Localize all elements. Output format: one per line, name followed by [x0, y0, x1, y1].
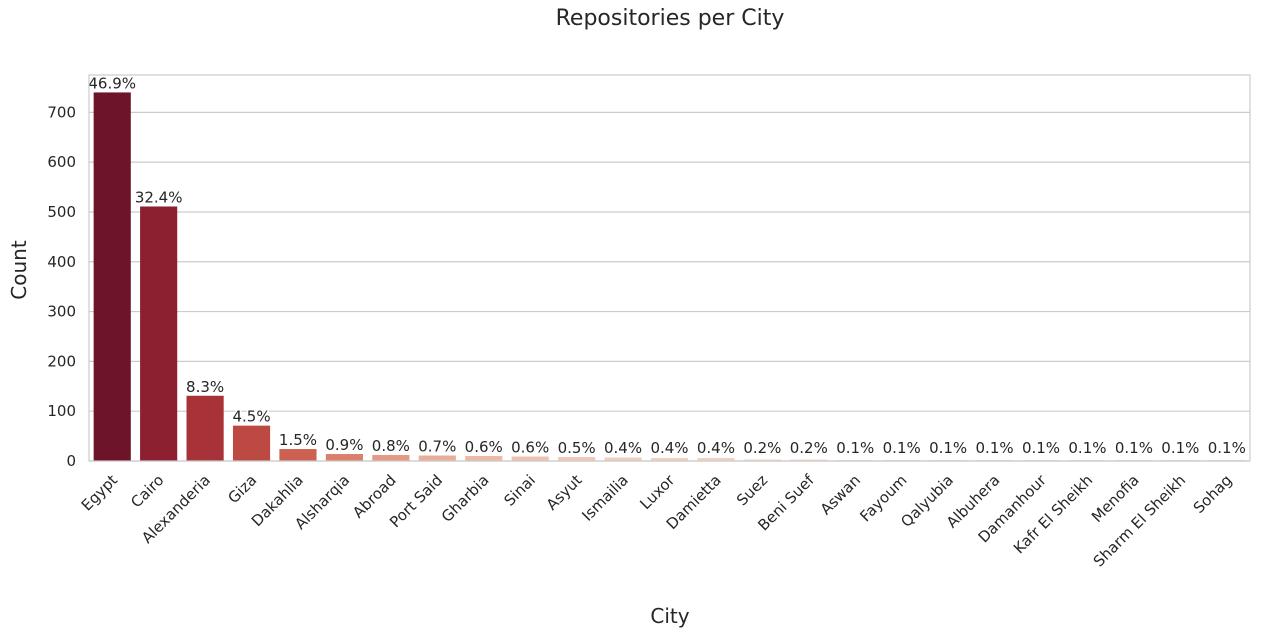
data-label: 0.1% — [883, 439, 921, 457]
y-tick-label: 500 — [47, 203, 76, 221]
data-label: 0.2% — [790, 439, 828, 457]
data-label: 0.1% — [836, 439, 874, 457]
data-label: 0.1% — [1161, 439, 1199, 457]
y-axis-ticks: 0 100 200 300 400 500 600 700 — [47, 103, 76, 470]
data-label: 0.1% — [929, 439, 967, 457]
data-label: 0.4% — [604, 439, 642, 457]
y-tick-label: 0 — [66, 452, 76, 470]
y-tick-label: 400 — [47, 253, 76, 271]
bar-gharbia — [465, 456, 503, 461]
y-tick-label: 700 — [47, 103, 76, 121]
data-label: 0.1% — [1115, 439, 1153, 457]
bar-alexanderia — [186, 395, 224, 461]
data-label: 0.2% — [743, 439, 781, 457]
x-tick-label: Asyut — [543, 471, 586, 514]
bar-cairo — [140, 206, 178, 461]
x-tick-label: Luxor — [636, 471, 679, 514]
x-tick-label: Sohag — [1190, 471, 1236, 517]
y-tick-label: 300 — [47, 303, 76, 321]
x-tick-label: Giza — [224, 471, 260, 507]
bar-beni-suef — [790, 459, 828, 461]
bar-sinai — [511, 456, 549, 461]
x-tick-label: Cairo — [127, 471, 167, 511]
x-tick-label: Sinai — [500, 471, 539, 510]
data-label: 0.9% — [325, 436, 363, 454]
bar-luxor — [650, 458, 689, 461]
data-label: 0.4% — [697, 439, 735, 457]
bar-giza — [232, 425, 271, 461]
bar-dakahlia — [279, 449, 317, 461]
bar-ismailia — [604, 457, 642, 461]
x-axis-label: City — [650, 604, 689, 628]
y-tick-label: 600 — [47, 153, 76, 171]
plot-frame — [88, 74, 1251, 462]
data-label: 0.7% — [418, 438, 456, 456]
bar-asyut — [558, 457, 596, 461]
x-tick-label: Ismailia — [578, 471, 632, 525]
bar-damietta — [697, 458, 735, 461]
data-label: 46.9% — [88, 74, 136, 92]
data-label: 0.6% — [465, 438, 503, 456]
data-label: 0.1% — [1208, 439, 1246, 457]
x-tick-label: Suez — [733, 471, 771, 509]
data-label: 1.5% — [279, 431, 317, 449]
bar-egypt — [93, 92, 131, 462]
data-label: 4.5% — [232, 408, 270, 426]
bars — [93, 92, 1246, 462]
data-label: 0.5% — [558, 439, 596, 457]
bar-port-said — [418, 455, 456, 461]
chart-title: Repositories per City — [555, 6, 785, 31]
bar-suez — [743, 459, 781, 461]
y-tick-label: 200 — [47, 352, 76, 370]
data-label: 0.1% — [1022, 439, 1060, 457]
data-label: 8.3% — [186, 378, 224, 396]
x-tick-label: Gharbia — [438, 471, 493, 526]
y-tick-label: 100 — [47, 402, 76, 420]
y-axis-label: Count — [7, 240, 31, 300]
data-label: 0.6% — [511, 439, 549, 457]
data-label: 32.4% — [135, 188, 183, 206]
data-label: 0.4% — [650, 439, 688, 457]
data-label: 0.1% — [1068, 439, 1106, 457]
data-labels: 46.9% 32.4% 8.3% 4.5% 1.5% 0.9% 0.8% 0.7% 0.6% 0.… — [87, 73, 1247, 459]
bar-alsharqia — [325, 454, 363, 461]
data-label: 0.8% — [372, 437, 410, 455]
bar-abroad — [372, 455, 410, 461]
x-tick-label: Egypt — [78, 471, 121, 514]
data-label: 0.1% — [976, 439, 1014, 457]
